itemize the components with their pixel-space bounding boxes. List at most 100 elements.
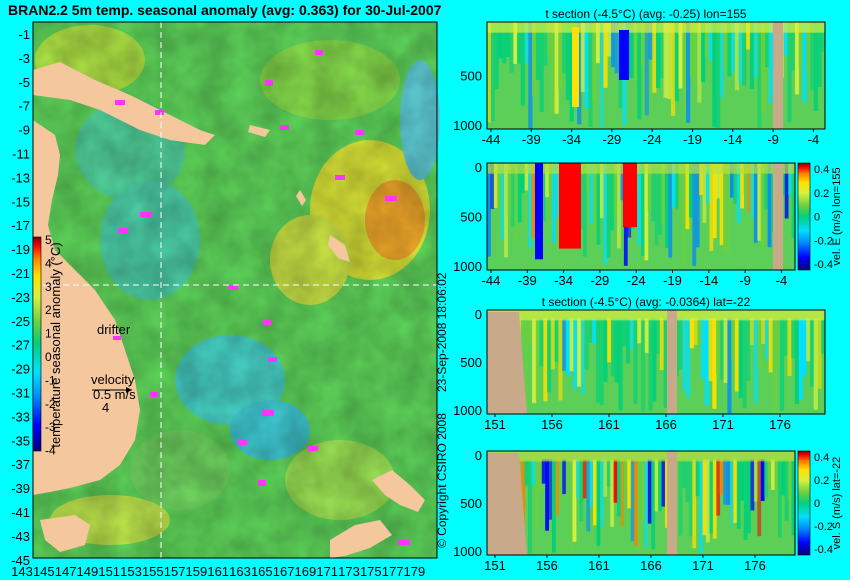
section-cell	[716, 22, 721, 128]
section-colorbar-tick: -0.4	[814, 259, 833, 271]
section-cell	[784, 459, 789, 521]
section-cell	[764, 318, 770, 360]
section-cell	[746, 22, 751, 50]
y-tick-label: 1000	[453, 259, 482, 274]
section-cell	[548, 163, 553, 194]
x-tick-label: -44	[482, 132, 501, 147]
section-cell	[733, 459, 738, 524]
section-cell	[706, 163, 710, 204]
lat-tick-label: -13	[11, 170, 30, 185]
section-cell	[701, 22, 706, 83]
section-cell	[599, 318, 604, 406]
westward-jet	[535, 163, 543, 260]
x-tick-label: -24	[643, 132, 662, 147]
section-cell	[731, 318, 736, 359]
section-cell	[729, 459, 734, 526]
section-cell	[791, 163, 796, 238]
section-title: t section (-4.5°C) (avg: -0.25) lon=155	[545, 7, 747, 21]
section-cell	[637, 22, 642, 120]
lon-tick-label: 151	[98, 564, 120, 579]
drifter	[385, 196, 397, 201]
section-colorbar-tick: 0.2	[814, 188, 829, 200]
lon-tick-label: 145	[33, 564, 55, 579]
x-tick-label: -44	[482, 273, 501, 288]
section-cell	[736, 459, 741, 529]
section-cell	[747, 163, 751, 213]
section-cell	[528, 459, 532, 554]
section-cell	[545, 163, 549, 198]
section-cell	[603, 163, 608, 265]
drifter	[268, 357, 277, 362]
lon-tick-label: 163	[229, 564, 251, 579]
section-panels: t section (-4.5°C) (avg: -0.25) lon=155 -…	[453, 7, 843, 573]
section-cell	[513, 22, 518, 64]
section-cell	[719, 459, 724, 495]
section-cell	[719, 22, 724, 98]
section-land	[667, 451, 677, 555]
y-tick-label: 0	[475, 448, 482, 463]
section-cell	[779, 318, 785, 411]
section-cell	[584, 318, 589, 370]
section-cell	[753, 459, 758, 502]
section-cell	[675, 459, 680, 543]
section-cell	[753, 163, 758, 243]
warm-plume	[572, 27, 579, 107]
lon-tick-label: 179	[404, 564, 426, 579]
x-tick-label: -4	[808, 132, 820, 147]
section-cell	[791, 22, 796, 71]
section-cell	[734, 22, 740, 91]
section-cell	[806, 318, 811, 362]
section-cell	[753, 22, 758, 78]
section-cell	[641, 163, 645, 257]
section-cell	[630, 459, 635, 542]
section-cell	[771, 163, 775, 232]
section-cell	[644, 22, 649, 116]
section-cell	[757, 459, 762, 537]
section-cell	[692, 459, 697, 549]
section-cell	[798, 318, 803, 400]
section-cell	[695, 459, 700, 497]
x-tick-label: -14	[723, 132, 742, 147]
section-cell	[699, 459, 703, 554]
section-cell	[817, 22, 822, 88]
section-cell	[784, 163, 789, 219]
section-cell	[675, 163, 680, 210]
map-colorbar-tick: 2	[45, 303, 52, 317]
velocity-legend-count: 4	[102, 400, 109, 415]
y-tick-label: 500	[460, 355, 482, 370]
section-cell	[644, 163, 649, 261]
section-cell	[543, 318, 548, 402]
x-tick-label: 161	[598, 417, 620, 432]
section-cell	[783, 318, 788, 356]
lon-tick-label: 175	[360, 564, 382, 579]
drifter-legend-marker	[113, 336, 121, 340]
drifter	[155, 110, 164, 115]
section-cell	[582, 163, 587, 257]
lon-tick-label: 169	[295, 564, 317, 579]
section-colorbar-tick: 0.2	[814, 475, 829, 487]
section-cell	[764, 459, 769, 498]
lon-tick-label: 149	[77, 564, 99, 579]
section-cell	[806, 22, 811, 72]
section-cell	[733, 163, 738, 204]
drifter	[150, 392, 158, 397]
section-cell	[704, 318, 709, 406]
section-cell	[505, 22, 510, 58]
section-cell	[613, 163, 618, 216]
section-cell	[633, 22, 638, 81]
section-cell	[768, 318, 773, 373]
lat-tick-label: -31	[11, 386, 30, 401]
lat-tick-label: -21	[11, 266, 30, 281]
section-cell	[661, 459, 666, 507]
section-cell	[651, 163, 656, 222]
y-tick-label: 0	[475, 160, 482, 175]
section-cell	[727, 318, 732, 414]
x-tick-label: 166	[640, 558, 662, 573]
section-cell	[629, 22, 634, 79]
section-cell	[761, 318, 766, 344]
section-cell	[498, 22, 503, 59]
section-cell	[774, 459, 779, 546]
lat-tick-label: -7	[18, 99, 30, 114]
section-cell	[747, 459, 751, 534]
section-cell	[682, 22, 687, 112]
